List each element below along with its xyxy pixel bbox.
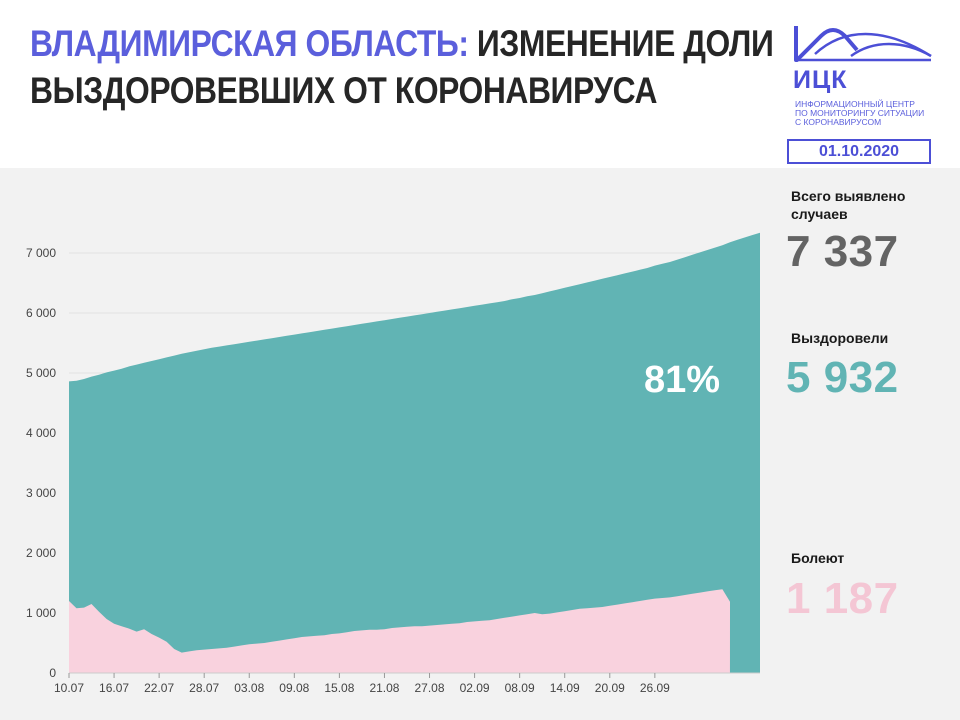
sick-area xyxy=(69,589,730,673)
chart-axes: 10.07 16.07 22.07 28.07 03.08 09.08 15.08 21.08… xyxy=(54,672,760,695)
y-tick-label: 2 000 xyxy=(26,546,56,560)
x-tick-label: 28.07 xyxy=(189,681,219,695)
y-tick-label: 6 000 xyxy=(26,306,56,320)
y-tick-label: 3 000 xyxy=(26,486,56,500)
date-text: 01.10.2020 xyxy=(789,141,929,162)
sick-value: 1 187 xyxy=(786,574,899,623)
recovered-value: 5 932 xyxy=(786,353,899,402)
recovered-area xyxy=(69,232,760,674)
recovered-share-label: 81% xyxy=(644,359,720,401)
y-tick-label: 4 000 xyxy=(26,426,56,440)
x-tick-label: 26.09 xyxy=(640,681,670,695)
x-tick-label: 02.09 xyxy=(460,681,490,695)
title-line2: ВЫЗДОРОВЕВШИХ ОТ КОРОНАВИРУСА xyxy=(30,70,657,111)
x-tick-label: 10.07 xyxy=(54,681,84,695)
logo-mark-icon xyxy=(794,26,932,62)
logo-subtitle-line: ИНФОРМАЦИОННЫЙ ЦЕНТР xyxy=(795,99,915,109)
sick-label: Болеют xyxy=(791,550,845,566)
x-tick-label: 14.09 xyxy=(550,681,580,695)
x-tick-label: 15.08 xyxy=(324,681,354,695)
total-cases-value: 7 337 xyxy=(786,227,899,276)
title-region: ВЛАДИМИРСКАЯ ОБЛАСТЬ: xyxy=(30,23,469,64)
x-tick-label: 22.07 xyxy=(144,681,174,695)
header: ВЛАДИМИРСКАЯ ОБЛАСТЬ: ИЗМЕНЕНИЕ ДОЛИ ВЫЗ… xyxy=(0,0,960,168)
x-tick-label: 09.08 xyxy=(279,681,309,695)
y-tick-label: 5 000 xyxy=(26,366,56,380)
x-tick-label: 21.08 xyxy=(369,681,399,695)
logo-subtitle-line: С КОРОНАВИРУСОМ xyxy=(795,117,882,127)
chart-areas xyxy=(69,232,760,674)
y-tick-label: 0 xyxy=(49,666,56,680)
logo-subtitle: ИНФОРМАЦИОННЫЙ ЦЕНТР ПО МОНИТОРИНГУ СИТУ… xyxy=(795,100,945,127)
total-cases-label: Всего выявлено случаев xyxy=(791,188,906,222)
x-tick-label: 03.08 xyxy=(234,681,264,695)
x-tick-label: 16.07 xyxy=(99,681,129,695)
title-line1: ИЗМЕНЕНИЕ ДОЛИ xyxy=(476,23,774,64)
recovered-label: Выздоровели xyxy=(791,330,889,346)
page-title: ВЛАДИМИРСКАЯ ОБЛАСТЬ: ИЗМЕНЕНИЕ ДОЛИ ВЫЗ… xyxy=(30,20,774,114)
logo-subtitle-line: ПО МОНИТОРИНГУ СИТУАЦИИ xyxy=(795,108,925,118)
y-tick-label: 1 000 xyxy=(26,606,56,620)
date-badge: 01.10.2020 xyxy=(787,139,931,164)
y-tick-label: 7 000 xyxy=(26,246,56,260)
x-tick-label: 20.09 xyxy=(595,681,625,695)
x-tick-label: 08.09 xyxy=(505,681,535,695)
x-tick-label: 27.08 xyxy=(415,681,445,695)
logo-name: ИЦК xyxy=(793,66,848,94)
